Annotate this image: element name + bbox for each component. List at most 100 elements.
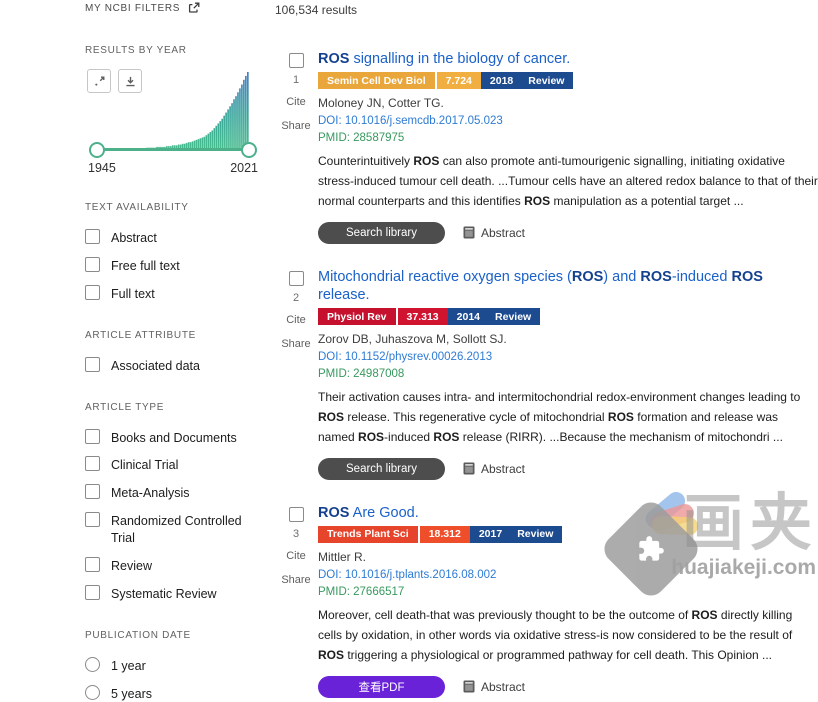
- filter-option-associated-data[interactable]: Associated data: [85, 357, 263, 375]
- expand-chart-button[interactable]: [87, 69, 111, 93]
- filter-option-review[interactable]: Review: [85, 557, 263, 575]
- abstract-link[interactable]: Abstract: [463, 680, 525, 694]
- result-pmid: PMID: 28587975: [318, 132, 818, 144]
- pub-type-badge-label: Review: [528, 75, 564, 87]
- filter-option-clinical-trial[interactable]: Clinical Trial: [85, 456, 263, 474]
- checkbox[interactable]: [85, 512, 100, 527]
- share-button[interactable]: Share: [281, 574, 310, 586]
- journal-badge: Trends Plant Sci: [318, 526, 418, 543]
- search-result: 3 Cite Share ROS Are Good. Trends Plant …: [275, 504, 818, 698]
- filter-section-heading: ARTICLE ATTRIBUTE: [85, 330, 263, 341]
- result-snippet: Counterintuitively ROS can also promote …: [318, 152, 818, 212]
- result-gutter: 1 Cite Share: [281, 53, 311, 144]
- result-snippet: Their activation causes intra- and inter…: [318, 388, 818, 448]
- abstract-link[interactable]: Abstract: [463, 462, 525, 476]
- external-link-icon: [188, 2, 200, 14]
- result-gutter: 3 Cite Share: [281, 507, 311, 598]
- filter-option-label: Randomized Controlled Trial: [111, 512, 243, 547]
- my-ncbi-filters-link[interactable]: MY NCBI FILTERS: [85, 2, 263, 14]
- filter-option-label: 1 year: [111, 657, 146, 675]
- filter-option-meta-analysis[interactable]: Meta-Analysis: [85, 484, 263, 502]
- result-actions: Search library Abstract: [318, 458, 818, 480]
- year-range-slider[interactable]: [89, 142, 257, 158]
- checkbox[interactable]: [85, 285, 100, 300]
- checkbox[interactable]: [85, 257, 100, 272]
- results-list: 106,534 results 1 Cite Share ROS signall…: [275, 0, 818, 698]
- impact-factor-badge: 18.312: [420, 526, 470, 543]
- share-button[interactable]: Share: [281, 338, 310, 350]
- year-badge-label: 2014: [457, 311, 480, 323]
- result-snippet: Moreover, cell death-that was previously…: [318, 606, 818, 666]
- result-title-link[interactable]: Mitochondrial reactive oxygen species (R…: [318, 268, 818, 304]
- result-doi-link[interactable]: DOI: 10.1016/j.semcdb.2017.05.023: [318, 115, 818, 127]
- checkbox[interactable]: [85, 429, 100, 444]
- result-authors: Moloney JN, Cotter TG.: [318, 96, 818, 110]
- filter-option-label: 5 years: [111, 685, 152, 702]
- checkbox[interactable]: [85, 557, 100, 572]
- year-type-badge: 2017 Review: [470, 526, 563, 543]
- result-checkbox[interactable]: [289, 271, 304, 286]
- journal-badge: Semin Cell Dev Biol: [318, 72, 435, 89]
- share-button[interactable]: Share: [281, 120, 310, 132]
- abstract-label: Abstract: [481, 680, 525, 694]
- result-title-link[interactable]: ROS signalling in the biology of cancer.: [318, 50, 818, 68]
- year-badge-label: 2018: [490, 75, 513, 87]
- download-chart-button[interactable]: [118, 69, 142, 93]
- abstract-link[interactable]: Abstract: [463, 226, 525, 240]
- checkbox[interactable]: [85, 229, 100, 244]
- cite-button[interactable]: Cite: [286, 550, 306, 562]
- filter-option-label: Clinical Trial: [111, 456, 178, 474]
- filter-option-systematic-review[interactable]: Systematic Review: [85, 585, 263, 603]
- result-title-link[interactable]: ROS Are Good.: [318, 504, 818, 522]
- filter-option-5-years[interactable]: 5 years: [85, 685, 263, 702]
- result-pmid: PMID: 24987008: [318, 368, 818, 380]
- result-doi-link[interactable]: DOI: 10.1152/physrev.00026.2013: [318, 351, 818, 363]
- slider-handle-start[interactable]: [89, 142, 105, 158]
- result-checkbox[interactable]: [289, 53, 304, 68]
- result-actions: 查看PDF Abstract: [318, 676, 818, 698]
- filter-option-1-year[interactable]: 1 year: [85, 657, 263, 675]
- year-badge-label: 2017: [479, 528, 502, 540]
- download-icon: [124, 75, 137, 88]
- results-count: 106,534 results: [275, 0, 818, 17]
- radio-button[interactable]: [85, 685, 100, 700]
- result-gutter: 2 Cite Share: [281, 271, 311, 362]
- cite-button[interactable]: Cite: [286, 96, 306, 108]
- filter-option-label: Review: [111, 557, 152, 575]
- filter-option-free-full-text[interactable]: Free full text: [85, 257, 263, 275]
- primary-action-button[interactable]: 查看PDF: [318, 676, 445, 698]
- year-type-badge: 2014 Review: [448, 308, 541, 325]
- year-type-badge: 2018 Review: [481, 72, 574, 89]
- cite-button[interactable]: Cite: [286, 314, 306, 326]
- slider-handle-end[interactable]: [241, 142, 257, 158]
- checkbox[interactable]: [85, 357, 100, 372]
- filter-option-label: Full text: [111, 285, 155, 303]
- filter-option-label: Books and Documents: [111, 429, 237, 447]
- filter-section-heading: TEXT AVAILABILITY: [85, 202, 263, 213]
- filter-option-full-text[interactable]: Full text: [85, 285, 263, 303]
- result-authors: Mittler R.: [318, 550, 818, 564]
- search-result: 2 Cite Share Mitochondrial reactive oxyg…: [275, 268, 818, 480]
- my-ncbi-filters-label: MY NCBI FILTERS: [85, 3, 180, 14]
- filter-option-abstract[interactable]: Abstract: [85, 229, 263, 247]
- search-result: 1 Cite Share ROS signalling in the biolo…: [275, 50, 818, 244]
- filter-option-randomized-controlled-trial[interactable]: Randomized Controlled Trial: [85, 512, 263, 547]
- filter-option-books-and-documents[interactable]: Books and Documents: [85, 429, 263, 447]
- checkbox[interactable]: [85, 484, 100, 499]
- result-doi-link[interactable]: DOI: 10.1016/j.tplants.2016.08.002: [318, 569, 818, 581]
- pub-type-badge-label: Review: [495, 311, 531, 323]
- result-badges: Semin Cell Dev Biol 7.724 2018 Review: [318, 72, 573, 89]
- result-pmid: PMID: 27666517: [318, 586, 818, 598]
- filter-option-label: Associated data: [111, 357, 200, 375]
- result-authors: Zorov DB, Juhaszova M, Sollott SJ.: [318, 332, 818, 346]
- year-end-label: 2021: [230, 161, 258, 175]
- radio-button[interactable]: [85, 657, 100, 672]
- result-badges: Trends Plant Sci 18.312 2017 Review: [318, 526, 562, 543]
- primary-action-button[interactable]: Search library: [318, 458, 445, 480]
- result-checkbox[interactable]: [289, 507, 304, 522]
- primary-action-button[interactable]: Search library: [318, 222, 445, 244]
- filters-sidebar: MY NCBI FILTERS RESULTS BY YEAR: [85, 2, 263, 702]
- checkbox[interactable]: [85, 456, 100, 471]
- abstract-label: Abstract: [481, 462, 525, 476]
- filter-option-label: Meta-Analysis: [111, 484, 190, 502]
